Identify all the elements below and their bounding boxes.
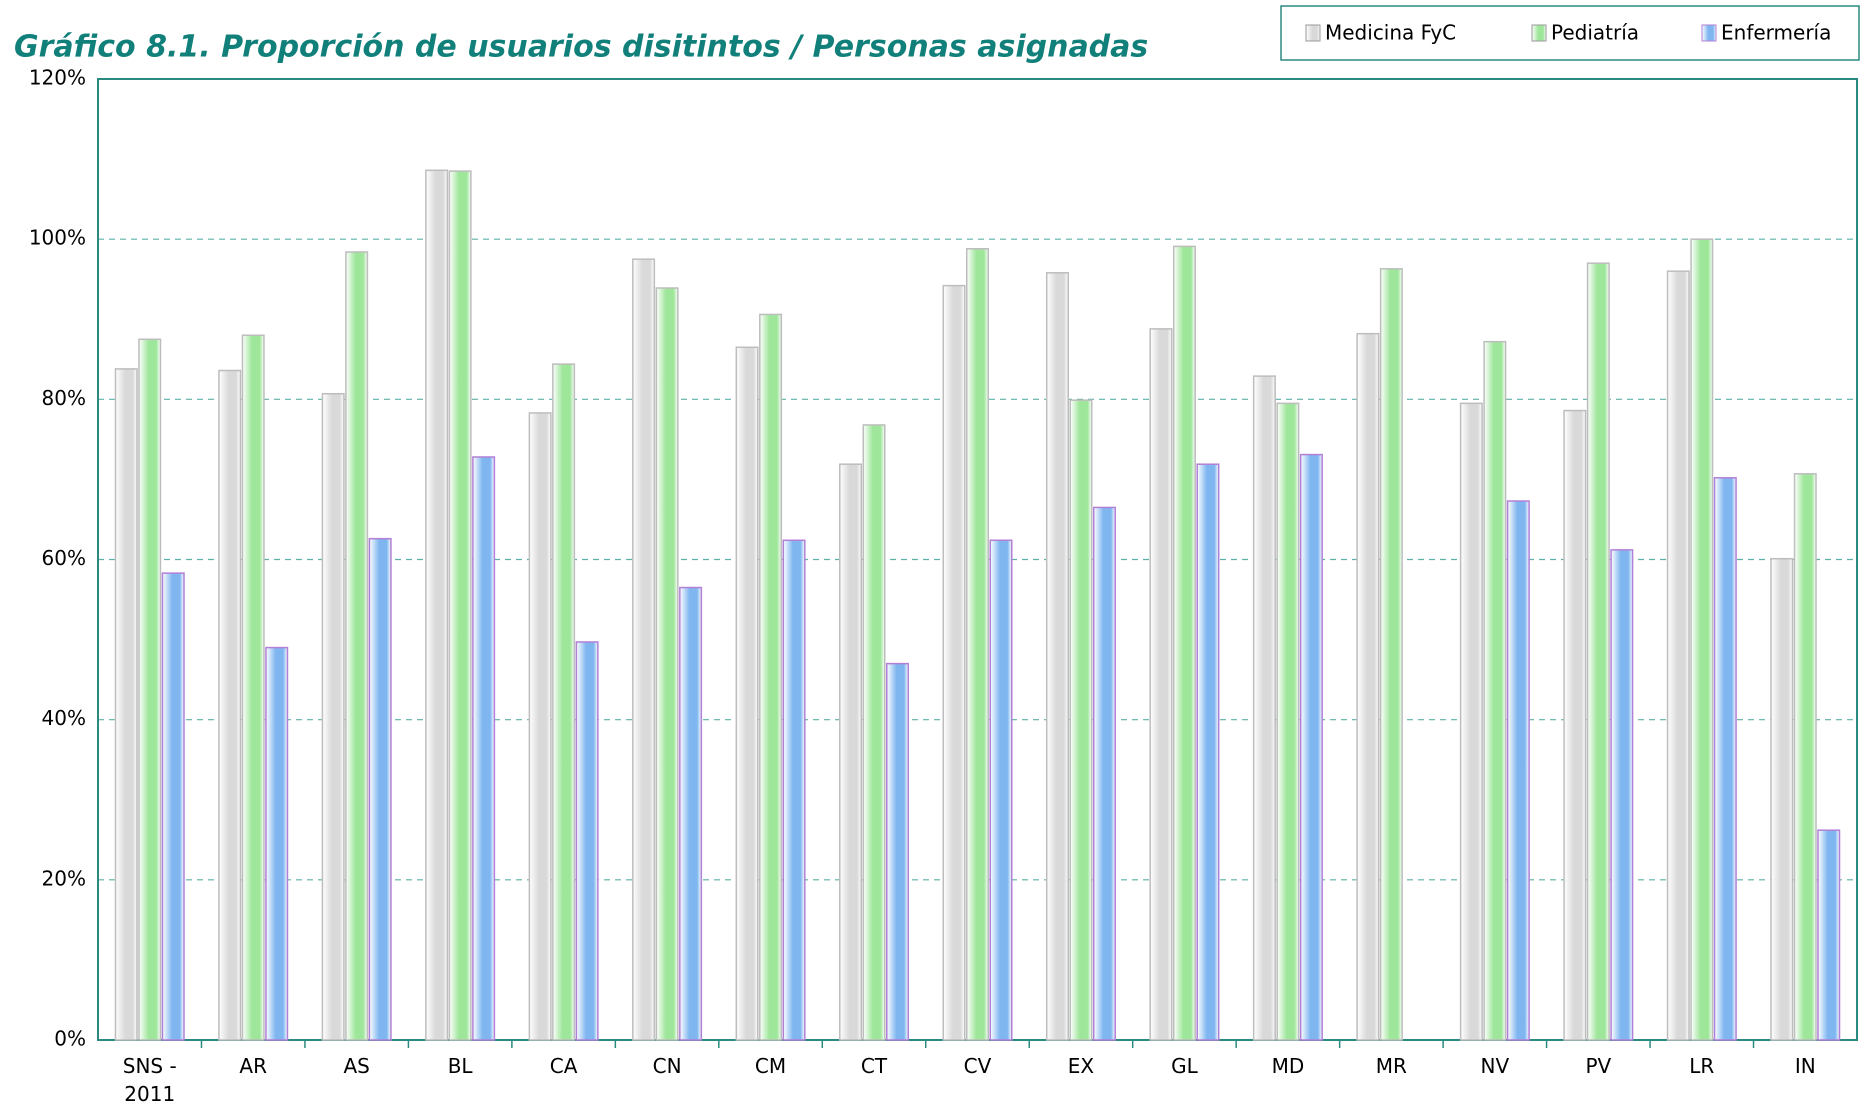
x-tick-label: BL [447, 1054, 473, 1078]
y-tick-label: 60% [42, 546, 86, 570]
x-tick-label: IN [1794, 1054, 1816, 1078]
y-tick-label: 20% [42, 866, 86, 890]
bar [161, 572, 185, 1041]
bar [1045, 272, 1069, 1041]
bar [1817, 829, 1841, 1041]
x-tick-label: MD [1271, 1054, 1305, 1078]
bar [1770, 557, 1794, 1041]
bar [759, 313, 783, 1041]
bar [1666, 270, 1690, 1041]
bar [1356, 332, 1380, 1041]
bar [735, 346, 759, 1041]
bar [1276, 402, 1300, 1041]
bar [782, 539, 806, 1041]
bar [632, 258, 656, 1041]
bar [1459, 402, 1483, 1041]
bar [138, 338, 162, 1041]
bar [114, 368, 138, 1041]
chart-title: Gráfico 8.1. Proporción de usuarios disi… [14, 30, 1148, 65]
x-tick-label: AS [343, 1054, 370, 1078]
bar [528, 412, 552, 1041]
bar [1196, 463, 1220, 1041]
y-tick-label: 0% [54, 1027, 86, 1051]
bar [886, 662, 910, 1041]
x-tick-label: NV [1480, 1054, 1510, 1078]
bar [345, 251, 369, 1041]
bar [1563, 409, 1587, 1041]
x-tick-label: EX [1067, 1054, 1095, 1078]
x-tick-label: SNS - 2011 [122, 1054, 177, 1106]
legend-box [1280, 5, 1860, 61]
legend-swatch [1701, 24, 1717, 42]
x-tick-label: AR [239, 1054, 267, 1078]
x-tick-label: CA [549, 1054, 578, 1078]
y-tick-label: 100% [29, 226, 86, 250]
bar [1610, 549, 1634, 1041]
bar [1252, 375, 1276, 1041]
x-tick-label: CN [652, 1054, 682, 1078]
legend-swatch [1531, 24, 1547, 42]
bar [989, 539, 1013, 1041]
x-tick-label: LR [1689, 1054, 1715, 1078]
bar [218, 369, 242, 1041]
bar [575, 641, 599, 1041]
bar [1092, 506, 1116, 1041]
bar [425, 169, 449, 1041]
legend-label: Medicina FyC [1325, 21, 1456, 45]
bar [1069, 399, 1093, 1041]
x-tick-label: CM [754, 1054, 787, 1078]
bar [1690, 238, 1714, 1041]
bar [1483, 340, 1507, 1041]
bar [321, 392, 345, 1041]
y-tick-label: 80% [42, 386, 86, 410]
bar [679, 586, 703, 1041]
bar [1586, 262, 1610, 1041]
bar [368, 537, 392, 1041]
bar [942, 284, 966, 1041]
bar [1713, 477, 1737, 1041]
bar [552, 363, 576, 1041]
bar [655, 287, 679, 1041]
legend-swatch [1305, 24, 1321, 42]
legend-label: Enfermería [1721, 21, 1831, 45]
y-tick-label: 40% [42, 706, 86, 730]
x-tick-label: MR [1375, 1054, 1407, 1078]
bar [1379, 268, 1403, 1041]
bar [1172, 245, 1196, 1041]
x-tick-label: CT [860, 1054, 888, 1078]
bar [1299, 453, 1323, 1041]
x-tick-label: GL [1171, 1054, 1198, 1078]
bar [241, 334, 265, 1041]
x-tick-label: PV [1585, 1054, 1612, 1078]
bar [472, 456, 496, 1041]
bar [966, 248, 989, 1041]
bar [448, 170, 472, 1041]
bar [839, 463, 863, 1041]
bar [1149, 328, 1173, 1041]
bar [1506, 500, 1530, 1041]
bar [1793, 473, 1817, 1041]
y-tick-label: 120% [29, 66, 86, 90]
x-tick-label: CV [963, 1054, 992, 1078]
legend-label: Pediatría [1551, 21, 1639, 45]
bar [265, 646, 289, 1041]
bar [862, 424, 886, 1041]
